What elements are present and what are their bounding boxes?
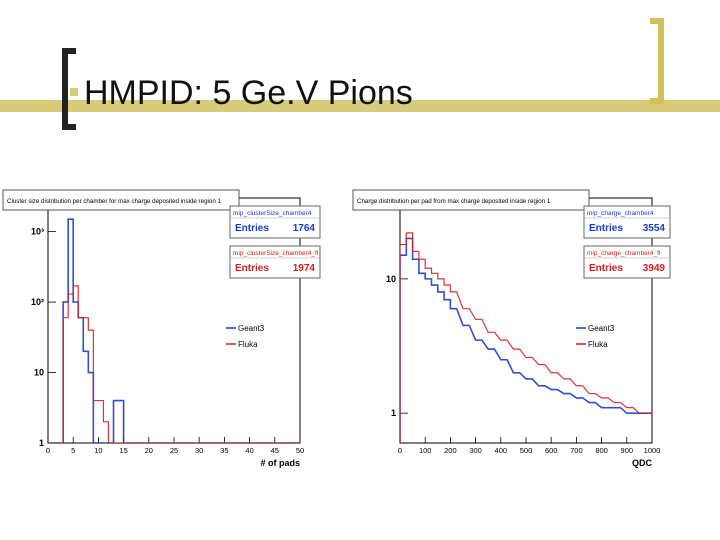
x-tick-label: 50 (296, 446, 304, 455)
series-fluka-line (48, 285, 300, 443)
title-box (352, 189, 590, 211)
stats-entries-label: Entries (589, 223, 623, 234)
x-tick-label: 5 (71, 446, 75, 455)
accent-bar (0, 100, 720, 112)
x-axis-label: QDC (632, 458, 653, 468)
x-tick-label: 100 (419, 446, 432, 455)
x-tick-label: 40 (245, 446, 253, 455)
chart-title: Cluster size distribution per chamber fo… (7, 198, 221, 205)
x-tick-label: 15 (119, 446, 127, 455)
stats-name: mip_clusterSize_chamber4 (233, 210, 312, 217)
accent-square (70, 88, 78, 96)
x-tick-label: 25 (170, 446, 178, 455)
x-tick-label: 300 (469, 446, 482, 455)
stats-entries-label: Entries (235, 263, 269, 274)
y-tick-label: 10³ (31, 227, 44, 237)
series-geant3-line (400, 237, 652, 443)
x-tick-label: 10 (94, 446, 102, 455)
stats-entries-value: 3949 (643, 263, 666, 274)
stats-entries-value: 1764 (293, 223, 316, 234)
x-tick-label: 1000 (644, 446, 661, 455)
stats-entries-value: 3554 (643, 223, 666, 234)
right-bracket-top (650, 18, 664, 104)
stats-name: mip_charge_chamber4 (587, 210, 654, 217)
x-tick-label: 35 (220, 446, 228, 455)
x-tick-label: 30 (195, 446, 203, 455)
x-tick-label: 0 (398, 446, 402, 455)
legend-label: Fluka (238, 340, 258, 349)
left-bracket (62, 48, 76, 130)
y-tick-label: 10² (31, 297, 44, 307)
x-tick-label: 45 (271, 446, 279, 455)
charge-distribution-chart: Charge distribution per pad from max cha… (352, 189, 671, 468)
y-tick-label: 10 (386, 274, 396, 284)
stats-box (229, 245, 321, 279)
y-tick-label: 1 (391, 408, 396, 418)
x-tick-label: 900 (621, 446, 634, 455)
stats-name: mip_clusterSize_chamber4_fl (233, 250, 319, 257)
x-tick-label: 800 (595, 446, 608, 455)
cluster-size-chart: Cluster size distribution per chamber fo… (2, 189, 321, 468)
stats-box (229, 205, 321, 239)
legend-label: Geant3 (238, 324, 265, 333)
stats-box (583, 205, 671, 239)
x-tick-label: 20 (145, 446, 153, 455)
legend-label: Fluka (588, 340, 608, 349)
stats-name: mip_charge_chamber4_fl (587, 250, 661, 257)
x-axis-label: # of pads (260, 458, 300, 468)
chart-title: Charge distribution per pad from max cha… (357, 198, 551, 205)
stats-entries-value: 1974 (293, 263, 316, 274)
stats-entries-label: Entries (589, 263, 623, 274)
x-tick-label: 600 (545, 446, 558, 455)
x-tick-label: 0 (46, 446, 50, 455)
y-tick-label: 10 (34, 368, 44, 378)
x-tick-label: 200 (444, 446, 457, 455)
stats-box (583, 245, 671, 279)
series-fluka-line (400, 232, 652, 443)
x-tick-label: 700 (570, 446, 583, 455)
page-title: HMPID: 5 Ge.V Pions (84, 74, 413, 112)
legend-label: Geant3 (588, 324, 615, 333)
x-tick-label: 500 (520, 446, 533, 455)
x-tick-label: 400 (495, 446, 508, 455)
plot-frame (399, 197, 653, 444)
plot-frame (47, 197, 301, 444)
y-tick-label: 1 (39, 438, 44, 448)
stats-entries-label: Entries (235, 223, 269, 234)
title-box (2, 189, 240, 211)
